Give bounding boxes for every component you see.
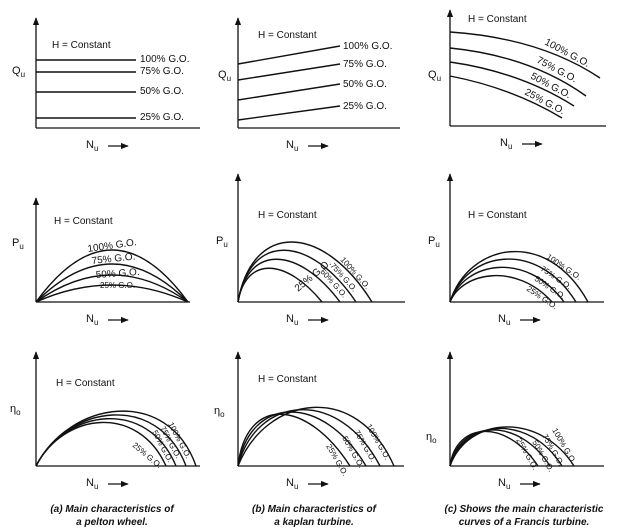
kaplan-efficiency-curve-25 [237, 413, 351, 467]
kaplan-efficiency-curve-100 [237, 406, 395, 467]
kaplan-power-x-label: Nu [286, 313, 298, 327]
pelton-discharge-label-75: 75% G.O. [140, 66, 184, 77]
kaplan-discharge-curve-75 [237, 63, 341, 81]
francis-discharge-curve-25 [449, 75, 563, 119]
francis-efficiency-y-label: ηo [426, 431, 437, 445]
pelton-efficiency-y-label: ηo [10, 403, 21, 417]
pelton-power-plot: Pu Nu H = Constant 100% G.O. 75% G.O. 50… [12, 197, 190, 327]
francis-power-curve-50 [449, 266, 565, 303]
pelton-discharge-label-50: 50% G.O. [140, 86, 184, 97]
kaplan-power-plot: Pu Nu H = Constant 100% G.O. 75% G.O. 50… [216, 173, 405, 327]
pelton-discharge-label-100: 100% G.O. [140, 54, 189, 65]
pelton-power-x-label: Nu [86, 313, 98, 327]
kaplan-discharge-curve-100 [237, 45, 341, 65]
pelton-efficiency-h-constant: H = Constant [56, 378, 115, 389]
kaplan-efficiency-h-constant: H = Constant [258, 374, 317, 385]
pelton-efficiency-curve-25 [35, 421, 167, 467]
kaplan-discharge-y-label: Qu [218, 69, 231, 83]
kaplan-power-curve-25 [237, 267, 323, 303]
pelton-discharge-label-25: 25% G.O. [140, 112, 184, 123]
pelton-efficiency-plot: ηo Nu H = Constant 100% G.O. 75% G.O. 50… [10, 351, 200, 491]
francis-power-curve-25 [449, 275, 553, 303]
pelton-discharge-x-label: Nu [86, 139, 98, 153]
kaplan-discharge-x-label: Nu [286, 139, 298, 153]
pelton-discharge-h-constant: H = Constant [52, 40, 111, 51]
pelton-efficiency-x-label: Nu [86, 477, 98, 491]
pelton-power-label-50: 50% G.O. [95, 267, 140, 281]
francis-efficiency-x-label: Nu [498, 477, 510, 491]
kaplan-power-h-constant: H = Constant [258, 210, 317, 221]
francis-discharge-plot: Qu Nu H = Constant 100% G.O. 75% G.O. 50… [428, 9, 606, 151]
kaplan-discharge-plot: Qu Nu H = Constant 100% G.O. 75% G.O. 50… [218, 17, 400, 153]
kaplan-discharge-label-50: 50% G.O. [343, 79, 387, 90]
francis-caption-line2: curves of a Francis turbine. [459, 517, 590, 528]
pelton-power-h-constant: H = Constant [54, 216, 113, 227]
francis-discharge-h-constant: H = Constant [468, 14, 527, 25]
francis-discharge-y-label: Qu [428, 69, 441, 83]
kaplan-caption-line2: a kaplan turbine. [274, 517, 353, 528]
francis-discharge-x-label: Nu [500, 137, 512, 151]
francis-power-plot: Pu Nu H = Constant 100% G.O. 75% G.O. 50… [428, 173, 604, 327]
pelton-power-curve-25 [35, 284, 189, 303]
kaplan-discharge-curve-50 [237, 83, 341, 101]
kaplan-discharge-label-75: 75% G.O. [343, 59, 387, 70]
pelton-power-y-label: Pu [12, 237, 24, 251]
pelton-power-curve-50 [35, 274, 189, 303]
pelton-caption-line1: (a) Main characteristics of [50, 504, 175, 515]
francis-caption-line1: (c) Shows the main characteristic [445, 504, 604, 515]
francis-efficiency-curve-75 [449, 427, 563, 467]
francis-discharge-curve-75 [449, 47, 587, 97]
francis-efficiency-plot: ηo Nu 100% G.O. 75% G.O. 50% G.O. 25% G.… [426, 351, 604, 491]
kaplan-efficiency-y-label: ηo [214, 405, 225, 419]
kaplan-efficiency-curve-75 [237, 409, 381, 467]
pelton-power-curve-100 [35, 249, 189, 303]
pelton-power-label-25: 25% G.O. [100, 281, 135, 290]
francis-power-h-constant: H = Constant [468, 210, 527, 221]
kaplan-discharge-label-100: 100% G.O. [343, 41, 392, 52]
francis-discharge-curve-100 [449, 31, 601, 79]
francis-efficiency-curve-100 [449, 426, 575, 467]
francis-power-curve-100 [449, 251, 589, 303]
kaplan-efficiency-x-label: Nu [286, 477, 298, 491]
kaplan-discharge-label-25: 25% G.O. [343, 101, 387, 112]
pelton-power-curve-75 [35, 263, 189, 303]
francis-efficiency-curve-25 [449, 430, 539, 467]
pelton-caption-line2: a pelton wheel. [76, 517, 148, 528]
kaplan-discharge-h-constant: H = Constant [258, 30, 317, 41]
francis-power-curve-75 [449, 258, 577, 303]
francis-power-y-label: Pu [428, 235, 440, 249]
francis-efficiency-curve-50 [449, 429, 551, 467]
pelton-discharge-y-label: Qu [12, 65, 25, 79]
kaplan-efficiency-plot: ηo Nu H = Constant 100% G.O. 75% G.O. 50… [214, 351, 404, 491]
kaplan-discharge-curve-25 [237, 105, 341, 121]
captions: (a) Main characteristics of a pelton whe… [50, 504, 604, 528]
francis-discharge-curve-50 [449, 61, 575, 107]
francis-power-x-label: Nu [498, 313, 510, 327]
kaplan-efficiency-curve-50 [237, 411, 367, 467]
pelton-discharge-plot: Qu Nu H = Constant 100% G.O. 75% G.O. 50… [12, 17, 200, 153]
kaplan-caption-line1: (b) Main characteristics of [252, 504, 378, 515]
kaplan-power-y-label: Pu [216, 235, 228, 249]
pelton-power-label-75: 75% G.O. [91, 251, 136, 267]
